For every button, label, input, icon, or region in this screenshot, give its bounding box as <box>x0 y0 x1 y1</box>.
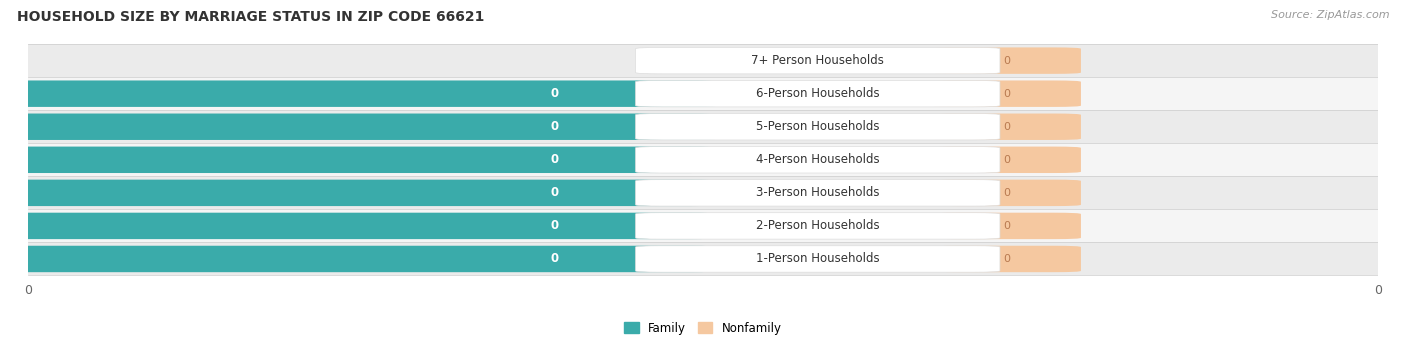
Text: 6-Person Households: 6-Person Households <box>756 87 880 100</box>
Text: 7+ Person Households: 7+ Person Households <box>751 54 884 67</box>
Text: 0: 0 <box>1004 122 1010 132</box>
Text: 0: 0 <box>551 253 558 266</box>
Text: 0: 0 <box>1004 155 1010 165</box>
FancyBboxPatch shape <box>1 246 717 272</box>
FancyBboxPatch shape <box>932 47 1081 74</box>
Text: 0: 0 <box>551 219 558 233</box>
Text: 0: 0 <box>551 186 558 199</box>
FancyBboxPatch shape <box>932 180 1081 206</box>
Text: 4-Person Households: 4-Person Households <box>756 153 880 166</box>
Text: 0: 0 <box>1004 254 1010 264</box>
FancyBboxPatch shape <box>932 147 1081 173</box>
FancyBboxPatch shape <box>636 213 1000 239</box>
Text: 0: 0 <box>1004 221 1010 231</box>
FancyBboxPatch shape <box>932 213 1081 239</box>
FancyBboxPatch shape <box>1 147 717 173</box>
FancyBboxPatch shape <box>636 47 1000 74</box>
Text: 2-Person Households: 2-Person Households <box>756 219 880 233</box>
FancyBboxPatch shape <box>28 77 1378 110</box>
Text: 0: 0 <box>1004 89 1010 99</box>
Text: 5-Person Households: 5-Person Households <box>756 120 880 133</box>
Text: 3-Person Households: 3-Person Households <box>756 186 880 199</box>
FancyBboxPatch shape <box>932 81 1081 107</box>
FancyBboxPatch shape <box>1 81 717 107</box>
FancyBboxPatch shape <box>28 209 1378 242</box>
FancyBboxPatch shape <box>932 246 1081 272</box>
FancyBboxPatch shape <box>1 180 717 206</box>
FancyBboxPatch shape <box>28 143 1378 176</box>
FancyBboxPatch shape <box>636 147 1000 173</box>
Legend: Family, Nonfamily: Family, Nonfamily <box>620 317 786 340</box>
Text: 0: 0 <box>551 87 558 100</box>
Text: Source: ZipAtlas.com: Source: ZipAtlas.com <box>1271 10 1389 20</box>
FancyBboxPatch shape <box>28 176 1378 209</box>
FancyBboxPatch shape <box>636 180 1000 206</box>
FancyBboxPatch shape <box>1 114 717 140</box>
FancyBboxPatch shape <box>636 114 1000 140</box>
FancyBboxPatch shape <box>636 81 1000 107</box>
Text: 0: 0 <box>1004 188 1010 198</box>
FancyBboxPatch shape <box>28 110 1378 143</box>
FancyBboxPatch shape <box>932 114 1081 140</box>
Text: 1-Person Households: 1-Person Households <box>756 253 880 266</box>
Text: 0: 0 <box>1004 56 1010 66</box>
FancyBboxPatch shape <box>636 246 1000 272</box>
FancyBboxPatch shape <box>28 242 1378 275</box>
Text: 0: 0 <box>551 153 558 166</box>
Text: 0: 0 <box>551 120 558 133</box>
FancyBboxPatch shape <box>1 213 717 239</box>
FancyBboxPatch shape <box>28 44 1378 77</box>
Text: HOUSEHOLD SIZE BY MARRIAGE STATUS IN ZIP CODE 66621: HOUSEHOLD SIZE BY MARRIAGE STATUS IN ZIP… <box>17 10 484 24</box>
